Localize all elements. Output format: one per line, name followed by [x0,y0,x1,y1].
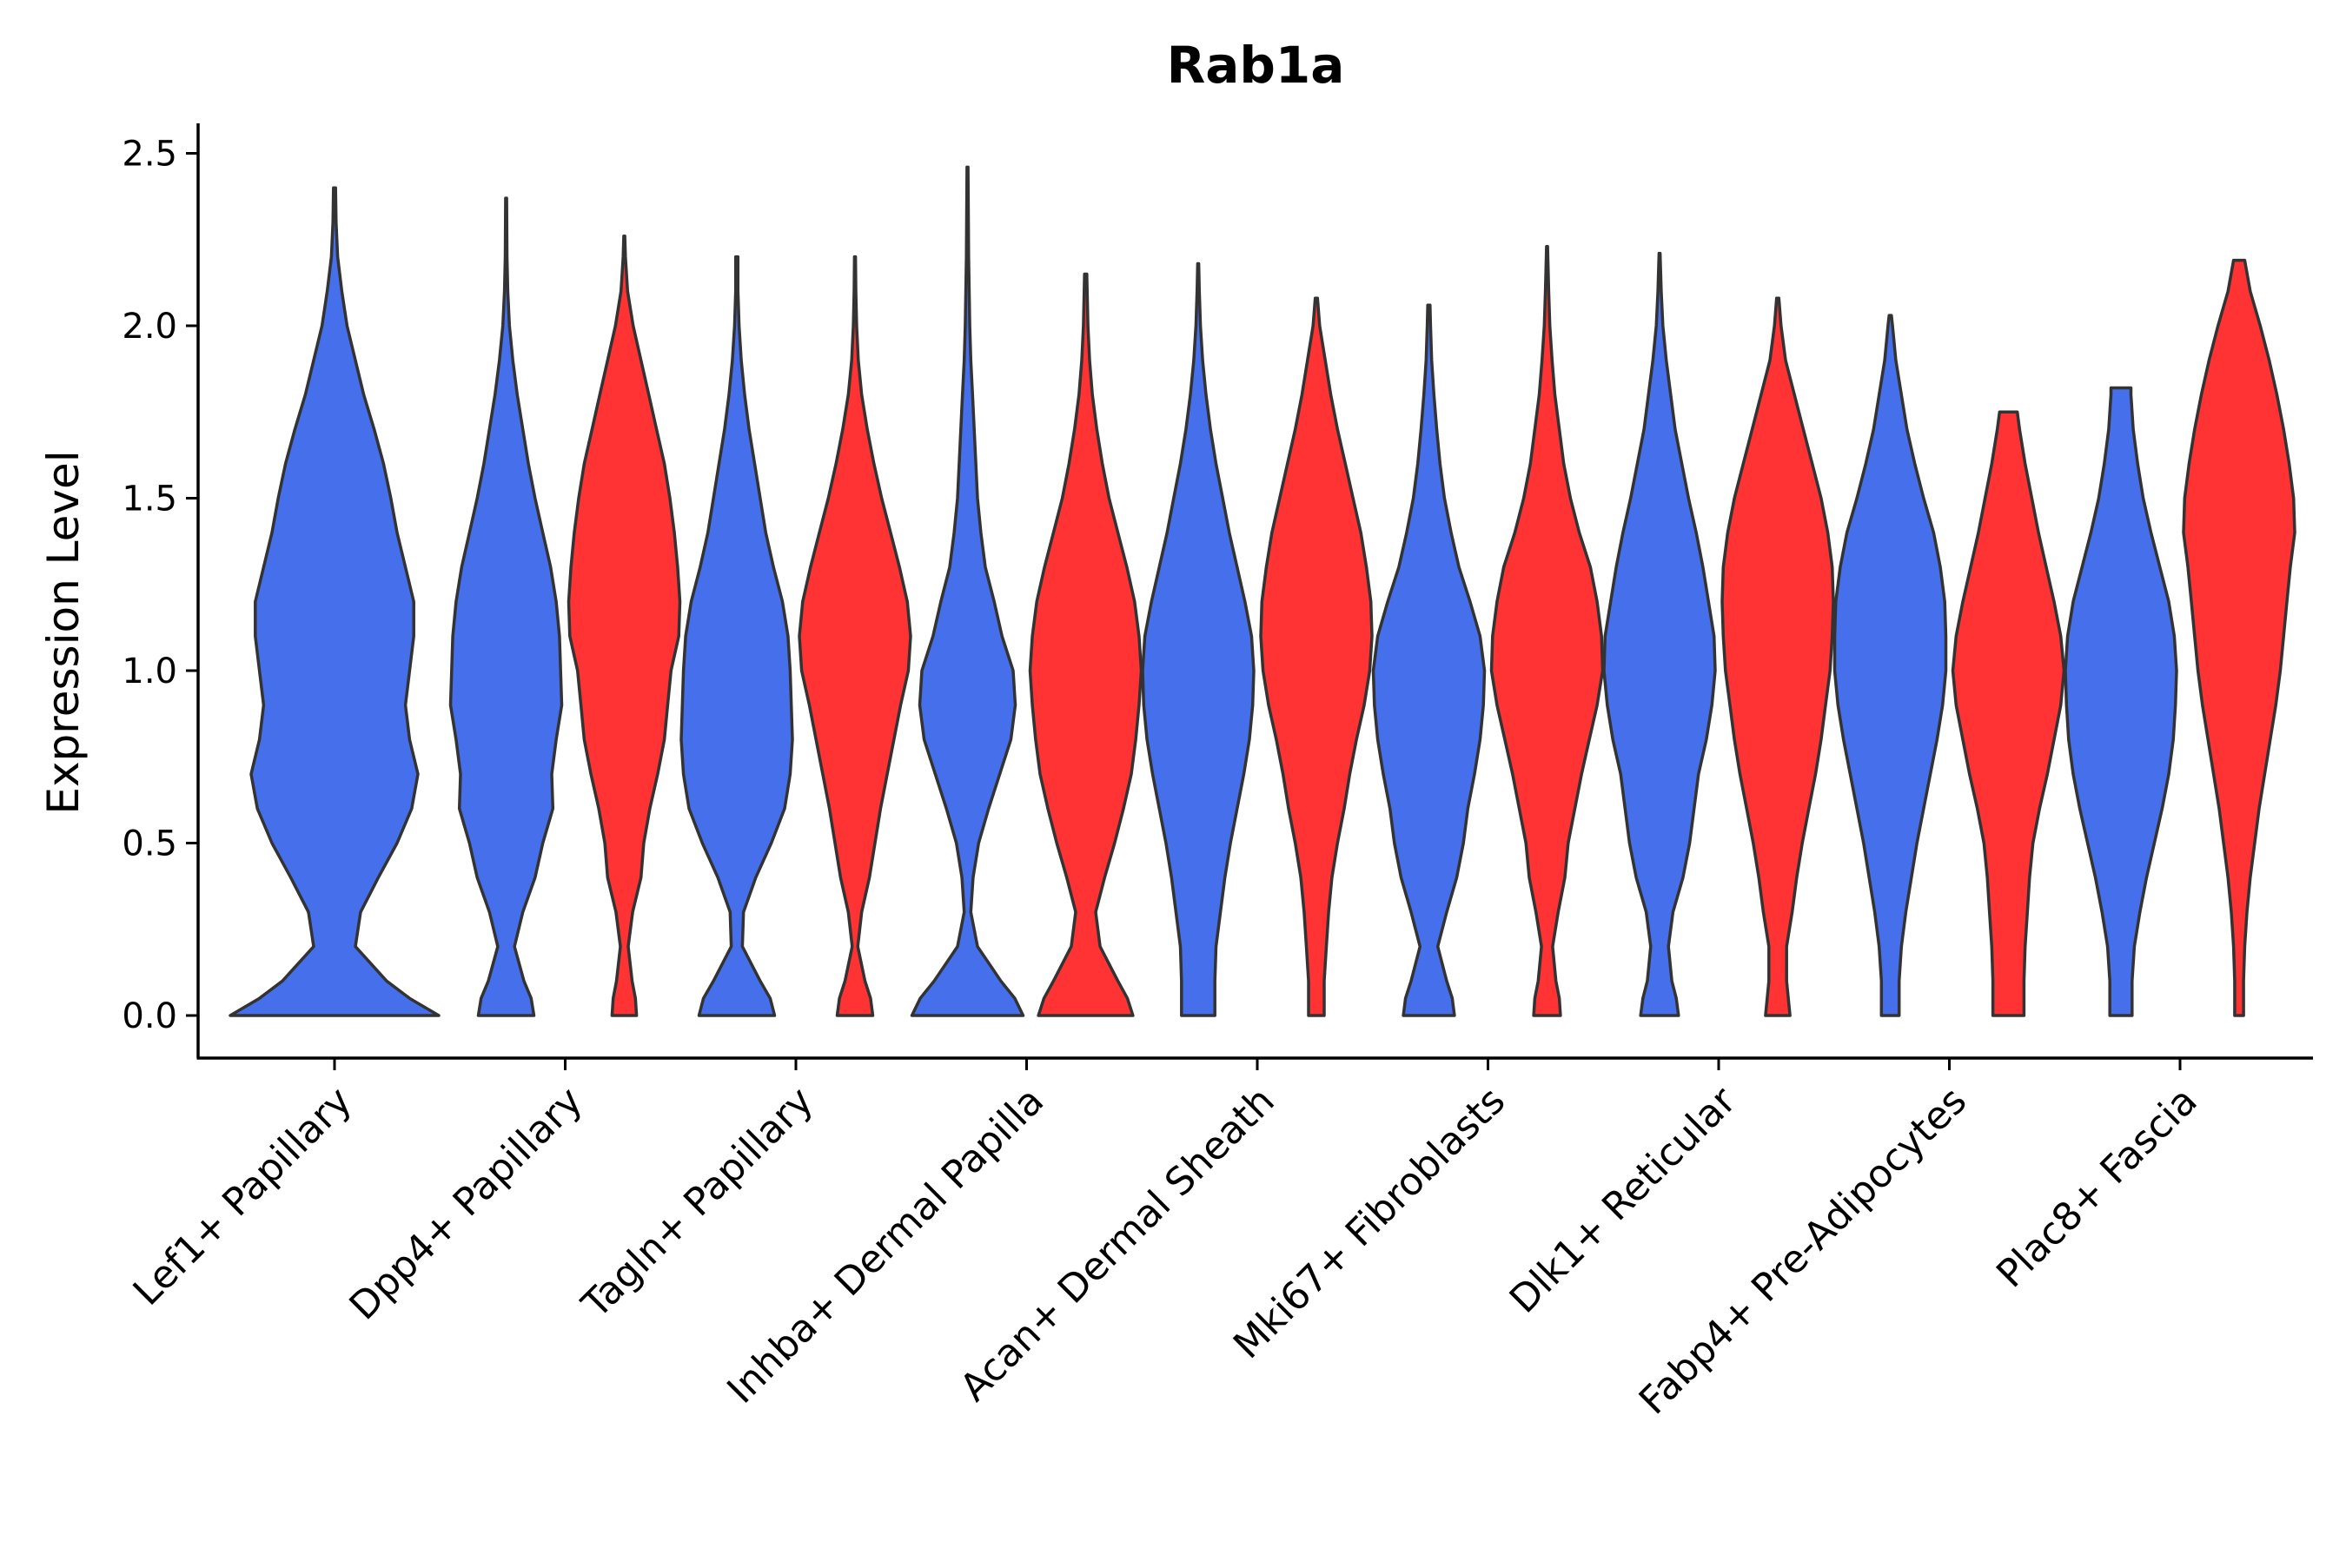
y-axis-label: Expression Level [38,450,89,814]
y-tick-label: 2.5 [122,135,177,175]
y-tick-label: 1.5 [122,480,177,519]
violin-blue-1 [229,186,441,1017]
violin-blue-8 [1832,314,1948,1017]
violin-blue-4 [910,165,1025,1017]
violin-blue-3 [679,255,794,1017]
violin-red-9 [2182,258,2296,1017]
chart-title: Rab1a [1167,36,1345,95]
violin-red-5 [1259,296,1374,1017]
y-tick-label: 1.0 [122,652,177,691]
violin-red-2 [567,235,682,1017]
y-tick-label: 0.0 [122,996,177,1036]
violin-blue-6 [1371,303,1487,1017]
y-tick-label: 0.5 [122,824,177,864]
violin-red-8 [1951,410,2066,1017]
violin-red-4 [1028,272,1143,1017]
violin-blue-2 [448,196,564,1017]
violin-group [229,165,2296,1017]
violin-red-3 [798,255,912,1017]
violin-blue-7 [1602,251,1717,1017]
violin-red-7 [1720,296,1835,1017]
violin-blue-5 [1141,261,1256,1017]
y-tick-label: 2.0 [122,307,177,347]
violin-red-6 [1489,244,1605,1017]
violin-blue-9 [2064,386,2178,1017]
